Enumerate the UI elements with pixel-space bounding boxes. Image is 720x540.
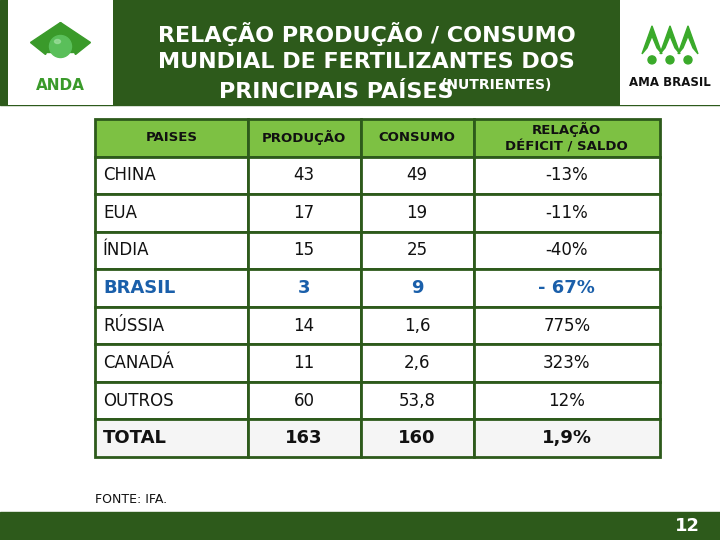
Bar	[361, 382, 474, 420]
Text: OUTROS: OUTROS	[103, 392, 174, 410]
Text: RÚSSIA: RÚSSIA	[103, 316, 164, 335]
Bar	[361, 119, 474, 157]
Bar	[361, 269, 474, 307]
Bar	[248, 194, 361, 232]
Bar	[95, 382, 248, 420]
Bar	[0, 512, 720, 540]
Bar	[248, 420, 361, 457]
Polygon shape	[642, 26, 662, 54]
Polygon shape	[678, 26, 698, 54]
Text: 17: 17	[294, 204, 315, 222]
Bar	[474, 269, 660, 307]
Bar	[95, 307, 248, 345]
Text: 775%: 775%	[543, 316, 590, 335]
Text: 1,6: 1,6	[404, 316, 431, 335]
Text: 53,8: 53,8	[399, 392, 436, 410]
Bar	[474, 194, 660, 232]
Circle shape	[684, 56, 692, 64]
Text: 9: 9	[411, 279, 423, 297]
Bar	[474, 420, 660, 457]
Text: 2,6: 2,6	[404, 354, 431, 372]
Text: PAISES: PAISES	[145, 131, 197, 144]
Bar	[361, 194, 474, 232]
Bar	[95, 232, 248, 269]
Polygon shape	[30, 23, 60, 55]
Polygon shape	[60, 23, 91, 55]
Bar	[474, 157, 660, 194]
Text: 1,9%: 1,9%	[541, 429, 592, 447]
Text: PRODUÇÃO: PRODUÇÃO	[262, 130, 346, 145]
Text: -13%: -13%	[546, 166, 588, 184]
Bar	[248, 307, 361, 345]
Text: 60: 60	[294, 392, 315, 410]
Bar	[95, 345, 248, 382]
Bar	[474, 345, 660, 382]
Text: EUA: EUA	[103, 204, 137, 222]
Text: 11: 11	[294, 354, 315, 372]
Bar	[620, 0, 720, 105]
Text: ANDA: ANDA	[36, 78, 85, 93]
Text: BRASIL: BRASIL	[103, 279, 175, 297]
Text: AMA BRASIL: AMA BRASIL	[629, 76, 711, 89]
Text: 19: 19	[407, 204, 428, 222]
Text: (NUTRIENTES): (NUTRIENTES)	[441, 78, 552, 92]
Text: 12%: 12%	[549, 392, 585, 410]
Bar	[361, 420, 474, 457]
Bar	[248, 232, 361, 269]
Circle shape	[648, 56, 656, 64]
Text: 160: 160	[398, 429, 436, 447]
Circle shape	[666, 56, 674, 64]
Circle shape	[50, 36, 71, 57]
Text: 3: 3	[298, 279, 310, 297]
Bar	[361, 157, 474, 194]
Bar	[361, 345, 474, 382]
Bar	[95, 157, 248, 194]
Bar	[474, 307, 660, 345]
Text: -11%: -11%	[546, 204, 588, 222]
Bar	[248, 345, 361, 382]
Text: RELAÇÃO
DÉFICIT / SALDO: RELAÇÃO DÉFICIT / SALDO	[505, 122, 628, 153]
Bar	[361, 232, 474, 269]
Text: CANADÁ: CANADÁ	[103, 354, 174, 372]
Text: CHINA: CHINA	[103, 166, 156, 184]
Bar	[95, 119, 248, 157]
Bar	[95, 269, 248, 307]
Text: 323%: 323%	[543, 354, 590, 372]
Bar	[474, 119, 660, 157]
Bar	[248, 119, 361, 157]
Text: ÍNDIA: ÍNDIA	[103, 241, 150, 259]
Text: 163: 163	[285, 429, 323, 447]
Text: CONSUMO: CONSUMO	[379, 131, 456, 144]
Bar	[95, 194, 248, 232]
Bar	[474, 382, 660, 420]
Text: RELAÇÃO PRODUÇÃO / CONSUMO: RELAÇÃO PRODUÇÃO / CONSUMO	[158, 22, 575, 46]
Text: 12: 12	[675, 517, 700, 535]
Bar	[248, 269, 361, 307]
Text: - 67%: - 67%	[539, 279, 595, 297]
Bar	[0, 0, 720, 105]
Text: TOTAL: TOTAL	[103, 429, 167, 447]
Bar	[361, 307, 474, 345]
Text: 25: 25	[407, 241, 428, 259]
Bar	[95, 420, 248, 457]
Bar	[474, 232, 660, 269]
Bar	[248, 157, 361, 194]
Text: 49: 49	[407, 166, 428, 184]
Text: MUNDIAL DE FERTILIZANTES DOS: MUNDIAL DE FERTILIZANTES DOS	[158, 52, 575, 72]
Polygon shape	[47, 23, 74, 52]
Polygon shape	[660, 26, 680, 54]
Text: 43: 43	[294, 166, 315, 184]
Ellipse shape	[55, 39, 60, 44]
Text: 14: 14	[294, 316, 315, 335]
Text: FONTE: IFA.: FONTE: IFA.	[95, 493, 167, 506]
Text: -40%: -40%	[546, 241, 588, 259]
Text: PRINCIPAIS PAÍSES: PRINCIPAIS PAÍSES	[220, 82, 454, 102]
Bar	[248, 382, 361, 420]
Bar	[8, 0, 113, 105]
Text: 15: 15	[294, 241, 315, 259]
